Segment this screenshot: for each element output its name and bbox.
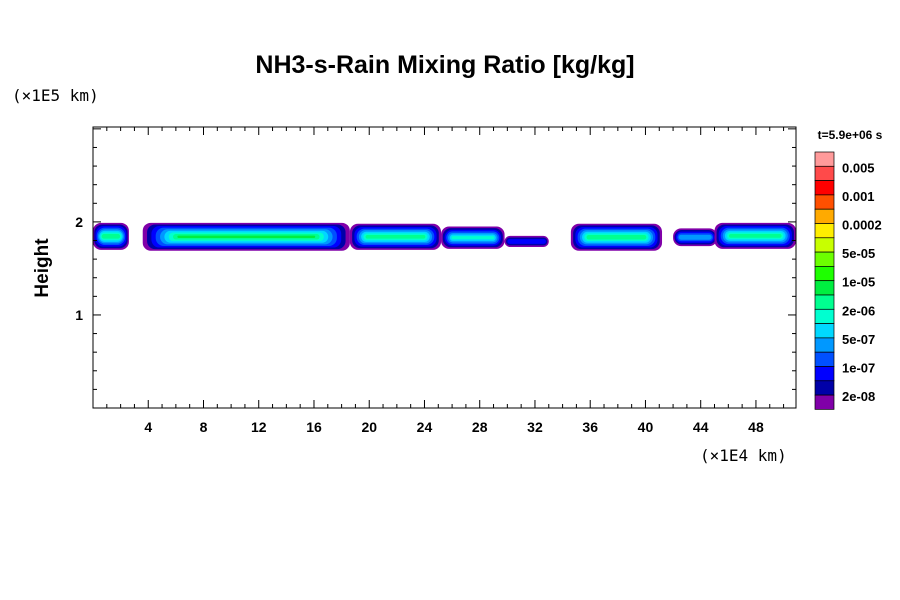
plot-area <box>93 222 796 251</box>
colorbar-swatch <box>814 266 835 282</box>
colorbar-label: 5e-07 <box>842 332 875 347</box>
x-tick-label: 16 <box>306 419 322 435</box>
contour-region <box>142 222 350 251</box>
colorbar-swatch <box>814 151 835 167</box>
y-unit-label: (×1E5 km) <box>12 86 99 105</box>
contour-region <box>93 222 129 250</box>
contour-region <box>504 235 549 248</box>
colorbar-swatch <box>814 294 835 310</box>
x-tick-label: 28 <box>472 419 488 435</box>
colorbar-label: 0.005 <box>842 160 875 175</box>
x-tick-label: 12 <box>251 419 267 435</box>
contour-level <box>728 234 782 238</box>
contour-level <box>507 239 546 244</box>
x-tick-label: 48 <box>748 419 764 435</box>
colorbar-swatch <box>814 165 835 181</box>
x-tick-label: 4 <box>144 419 152 435</box>
contour-region <box>714 222 796 249</box>
y-axis-label: Height <box>32 238 53 298</box>
colorbar-label: 2e-06 <box>842 303 875 318</box>
x-tick-label: 36 <box>582 419 598 435</box>
colorbar-swatch <box>814 366 835 382</box>
colorbar-label: 0.001 <box>842 189 875 204</box>
colorbar-label: 0.0002 <box>842 218 882 233</box>
x-tick-label: 40 <box>638 419 654 435</box>
x-tick-label: 32 <box>527 419 543 435</box>
x-unit-label: (×1E4 km) <box>700 446 787 465</box>
colorbar-swatch <box>814 237 835 253</box>
colorbar-swatch <box>814 280 835 296</box>
contour-region <box>349 223 442 250</box>
time-label: t=5.9e+06 s <box>818 128 883 142</box>
contour-level <box>365 234 426 239</box>
colorbar-swatch <box>814 337 835 353</box>
colorbar-label: 5e-05 <box>842 246 875 261</box>
colorbar-swatch <box>814 394 835 410</box>
chart-title: NH3-s-Rain Mixing Ratio [kg/kg] <box>255 51 634 79</box>
colorbar-swatch <box>814 194 835 210</box>
colorbar-swatch <box>814 323 835 339</box>
y-tick-label: 2 <box>75 214 83 230</box>
colorbar-swatch <box>814 180 835 196</box>
colorbar-swatch <box>814 380 835 396</box>
x-tick-label: 8 <box>200 419 208 435</box>
contour-level <box>101 234 121 239</box>
contour-level <box>586 234 647 240</box>
x-tick-label: 44 <box>693 419 709 435</box>
contour-level <box>678 234 712 240</box>
colorbar-swatch <box>814 208 835 224</box>
colorbar-swatch <box>814 351 835 367</box>
colorbar-swatch <box>814 251 835 267</box>
plot-frame <box>92 126 797 409</box>
y-tick-label: 1 <box>75 307 83 323</box>
contour-region <box>441 226 505 249</box>
contour-region <box>673 228 718 247</box>
colorbar-label: 1e-05 <box>842 275 875 290</box>
contour-level <box>451 236 495 240</box>
contour-region <box>570 223 663 251</box>
contour-level <box>177 235 316 238</box>
colorbar-label: 1e-07 <box>842 361 875 376</box>
colorbar: 0.005 0.001 0.0002 5e-05 1e-05 2e-06 5e-07 1e-0… <box>814 151 882 410</box>
x-tick-label: 20 <box>361 419 377 435</box>
x-tick-label: 24 <box>417 419 433 435</box>
colorbar-label: 2e-08 <box>842 389 875 404</box>
colorbar-swatch <box>814 308 835 324</box>
colorbar-swatch <box>814 223 835 239</box>
